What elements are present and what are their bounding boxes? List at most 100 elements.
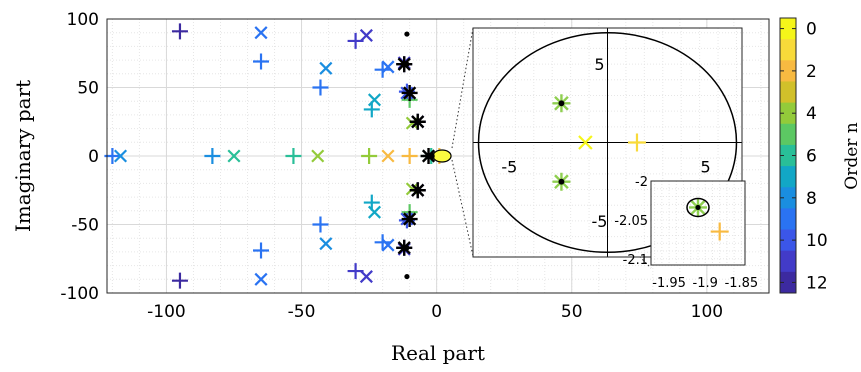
colorbar-tick-label: 6 (806, 147, 817, 167)
plus-marker (204, 148, 221, 164)
plus-marker (374, 234, 391, 251)
cross-marker (381, 238, 395, 252)
cross-marker (319, 237, 333, 251)
dot-marker (558, 178, 565, 185)
colorbar-segment (780, 229, 796, 252)
y-tick-label: -100 (60, 284, 99, 304)
colorbar-label: Order n (842, 122, 861, 190)
inset-y-tick-label: 5 (594, 55, 604, 74)
cross-marker (254, 26, 268, 40)
colorbar-segment (780, 250, 796, 273)
colorbar-tick-label: 10 (806, 231, 828, 251)
cross-marker (319, 61, 333, 75)
plus-marker (401, 148, 418, 164)
star-marker (396, 56, 413, 73)
inset-x-tick-label: 5 (701, 158, 711, 177)
plus-marker (253, 242, 270, 259)
y-axis-label: Imaginary part (11, 80, 35, 232)
cross-marker (381, 60, 395, 74)
x-tick-label: 50 (561, 302, 583, 322)
y-tick-label: -50 (71, 216, 99, 236)
dot-marker (404, 273, 410, 280)
detail-x-tick-label: -1.95 (652, 276, 686, 291)
colorbar-segment (780, 39, 796, 61)
inset-x-tick-label: -5 (501, 158, 517, 177)
colorbar-ticks: 0 2 4 6 8 10 12 (780, 20, 828, 293)
dot-marker (404, 31, 410, 37)
detail-ring (686, 197, 710, 218)
cross-marker (113, 149, 128, 163)
main-frame (106, 18, 770, 294)
inset-frame (472, 27, 743, 258)
plus-marker (312, 216, 329, 233)
colorbar-tick-label: 0 (806, 20, 817, 40)
cross-marker (359, 270, 373, 284)
inset-axes-detail: -1.95 -1.9 -1.85 -2 -2.05 -2.1 (614, 175, 758, 291)
detail-y-tick-label: -2 (635, 175, 648, 190)
plus-marker (374, 61, 391, 78)
dot-marker (407, 216, 413, 222)
plus-marker (171, 272, 188, 289)
colorbar-segments (780, 18, 796, 294)
x-tick-label: -100 (147, 302, 186, 322)
detail-y-tick-label: -2.05 (614, 214, 648, 229)
colorbar: 0 2 4 6 8 10 12 Order n (779, 17, 861, 294)
colorbar-segment (780, 208, 796, 231)
detail-marks (686, 197, 729, 241)
colorbar-segment (780, 144, 796, 167)
inset-ticks: -5 5 5 -5 (501, 55, 710, 231)
x-tick-label: -50 (288, 302, 316, 322)
detail-x-tick-label: -1.85 (725, 276, 759, 291)
colorbar-tick-label: 12 (806, 273, 828, 293)
y-tick-label: 0 (88, 147, 99, 167)
colorbar-segment (780, 166, 796, 188)
origin-dot (427, 152, 435, 160)
cross-marker (359, 28, 373, 42)
y-tick-label: 100 (67, 10, 99, 30)
dot-marker (558, 100, 565, 107)
colorbar-segment (780, 102, 796, 125)
dot-marker (415, 187, 421, 193)
colorbar-tick-label: 2 (806, 62, 817, 82)
cross-marker (311, 149, 325, 163)
plus-marker (710, 222, 729, 241)
detail-y-tick-label: -2.1 (623, 253, 648, 268)
cross-marker (254, 272, 268, 286)
x-axis-label: Real part (391, 341, 485, 365)
detail-ticks: -1.95 -1.9 -1.85 -2 -2.05 -2.1 (614, 175, 758, 291)
inset-y-tick-label: -5 (592, 212, 608, 231)
plus-marker (253, 53, 270, 70)
plus-marker (285, 148, 302, 164)
inset-marks (473, 28, 742, 257)
x-tick-label: 100 (691, 302, 723, 322)
x-tick-label: 0 (431, 302, 442, 322)
detail-x-tick-label: -1.9 (693, 276, 718, 291)
colorbar-tick-label: 4 (806, 104, 817, 124)
dot-marker (415, 119, 421, 125)
cross-marker (227, 149, 241, 163)
origin-ring (432, 149, 452, 163)
plus-marker (312, 79, 329, 96)
plus-marker (361, 148, 378, 164)
dot-marker (404, 61, 410, 67)
dot-marker (404, 245, 410, 251)
dot-marker (695, 204, 701, 211)
cross-marker (367, 93, 382, 107)
y-tick-label: 50 (77, 79, 99, 99)
colorbar-tick-label: 8 (806, 189, 817, 209)
unit-circle (477, 31, 738, 254)
main-ticks: -100 -50 0 50 100 -100 -50 0 50 100 (60, 10, 723, 322)
colorbar-segment (780, 60, 796, 82)
cross-marker (578, 135, 593, 150)
colorbar-segment (780, 187, 796, 209)
colorbar-segment (780, 123, 796, 146)
cross-marker (367, 205, 382, 219)
plus-marker (171, 23, 188, 40)
cross-marker (381, 149, 395, 163)
star-marker (396, 239, 413, 256)
detail-frame (650, 180, 746, 266)
colorbar-segment (780, 271, 796, 294)
colorbar-segment (780, 81, 796, 104)
plus-marker (627, 133, 646, 152)
